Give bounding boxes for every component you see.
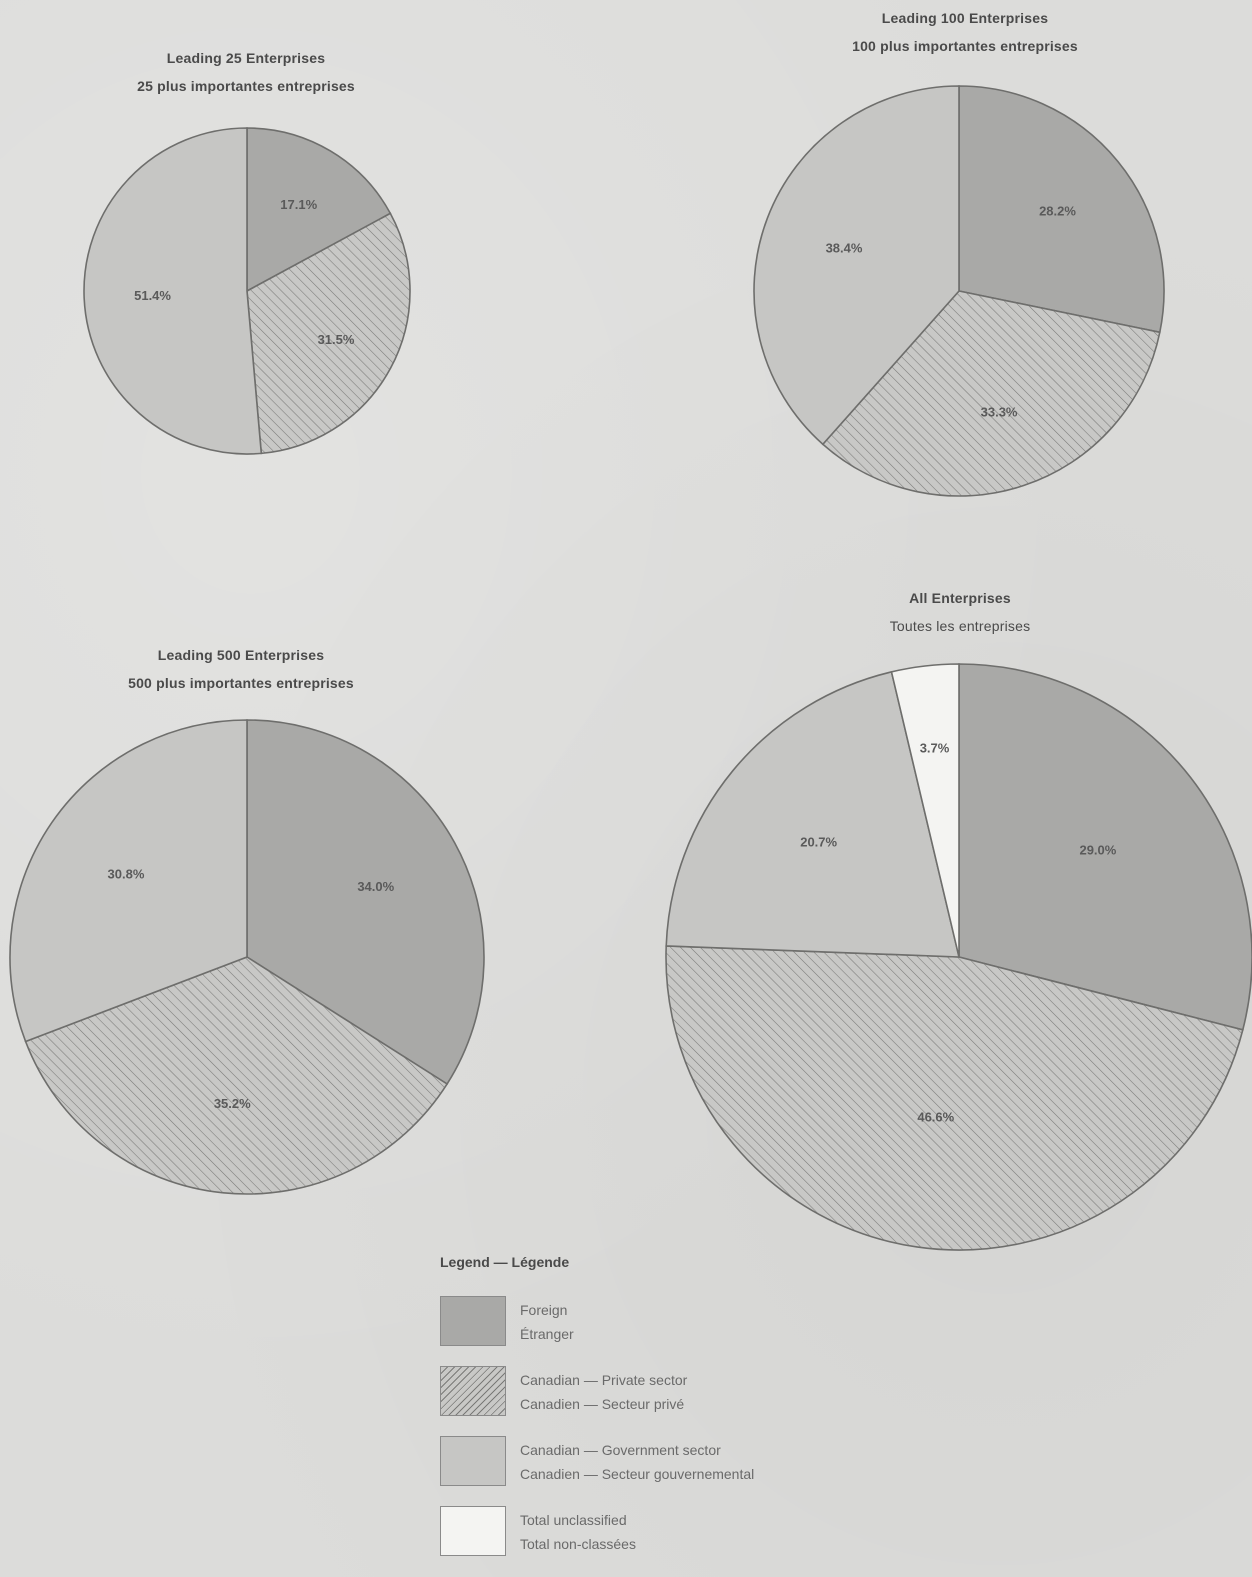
- legend-swatch-unclassified: [440, 1506, 506, 1556]
- chart-4-title-block: All Enterprises Toutes les entreprises: [820, 590, 1100, 634]
- pie-slice-label: 51.4%: [134, 288, 171, 303]
- legend-item-foreign: Foreign Étranger: [440, 1294, 900, 1350]
- pie-slice-private: [821, 290, 1161, 497]
- legend: Legend — Légende Foreign Étranger Canadi…: [440, 1254, 900, 1574]
- pie-slice-label: 29.0%: [1079, 842, 1116, 857]
- pie-slice-label: 30.8%: [108, 867, 145, 882]
- pie-slice-foreign: [246, 719, 485, 1086]
- chart-3-title: Leading 500 Enterprises: [157, 647, 325, 663]
- pie-slice-label: 28.2%: [1039, 204, 1076, 219]
- pie-slice-label: 35.2%: [214, 1096, 251, 1111]
- pie-slice-label: 20.7%: [800, 835, 837, 850]
- chart-4-title: All Enterprises: [909, 590, 1011, 606]
- legend-label-en: Canadian — Private sector: [520, 1372, 688, 1388]
- pie-slice-label: 17.1%: [280, 197, 317, 212]
- pie-slice-private: [246, 212, 411, 455]
- pie-slice-government: [83, 127, 263, 455]
- pie-slice-foreign: [246, 127, 392, 293]
- legend-label-fr: Total non-classées: [520, 1536, 636, 1552]
- pie-slice-label: 46.6%: [917, 1109, 954, 1124]
- legend-label-fr: Canadien — Secteur gouvernemental: [520, 1466, 755, 1482]
- legend-label-en: Foreign: [520, 1302, 568, 1318]
- legend-label-en: Canadian — Government sector: [520, 1442, 721, 1458]
- pie-chart-all-enterprises: 29.0% 46.6% 20.7% 3.7%: [665, 663, 1252, 1251]
- pie-slice-foreign: [958, 85, 1165, 334]
- pie-slice-government: [9, 719, 248, 1043]
- pie-slice-private: [24, 956, 449, 1195]
- legend-label-en: Total unclassified: [520, 1512, 627, 1528]
- chart-2-title: Leading 100 Enterprises: [881, 10, 1049, 26]
- chart-3-subtitle: 500 plus importantes entreprises: [128, 675, 354, 691]
- pie-chart-leading-25: 17.1% 31.5% 51.4%: [83, 127, 411, 455]
- legend-item-private: Canadian — Private sector Canadien — Sec…: [440, 1364, 900, 1420]
- pie-chart-leading-500: 34.0% 35.2% 30.8%: [9, 719, 485, 1195]
- chart-1-title: Leading 25 Enterprises: [166, 50, 326, 66]
- legend-label-fr: Étranger: [520, 1326, 574, 1342]
- legend-item-unclassified: Total unclassified Total non-classées: [440, 1504, 900, 1560]
- pie-slice-label: 33.3%: [981, 405, 1018, 420]
- legend-swatch-government: [440, 1436, 506, 1486]
- pie-slice-government: [753, 85, 960, 446]
- pie-slice-government: [665, 670, 961, 958]
- chart-1-title-block: Leading 25 Enterprises 25 plus important…: [106, 50, 386, 94]
- pie-chart-leading-100: 28.2% 33.3% 38.4%: [753, 85, 1165, 497]
- pie-slice-label: 3.7%: [920, 740, 950, 755]
- pie-slice-label: 34.0%: [357, 879, 394, 894]
- pie-slice-label: 31.5%: [318, 332, 355, 347]
- legend-swatch-foreign: [440, 1296, 506, 1346]
- pie-slice-unclassified: [890, 663, 960, 958]
- legend-item-government: Canadian — Government sector Canadien — …: [440, 1434, 900, 1490]
- legend-swatch-private: [440, 1366, 506, 1416]
- chart-1-subtitle: 25 plus importantes entreprises: [137, 78, 355, 94]
- chart-2-title-block: Leading 100 Enterprises 100 plus importa…: [820, 10, 1110, 54]
- legend-title: Legend — Légende: [440, 1254, 570, 1270]
- chart-4-subtitle: Toutes les entreprises: [889, 618, 1031, 634]
- pie-slice-private: [665, 945, 1244, 1251]
- pie-slice-label: 38.4%: [826, 240, 863, 255]
- chart-2-subtitle: 100 plus importantes entreprises: [852, 38, 1078, 54]
- chart-3-title-block: Leading 500 Enterprises 500 plus importa…: [96, 647, 386, 691]
- legend-label-fr: Canadien — Secteur privé: [520, 1396, 685, 1412]
